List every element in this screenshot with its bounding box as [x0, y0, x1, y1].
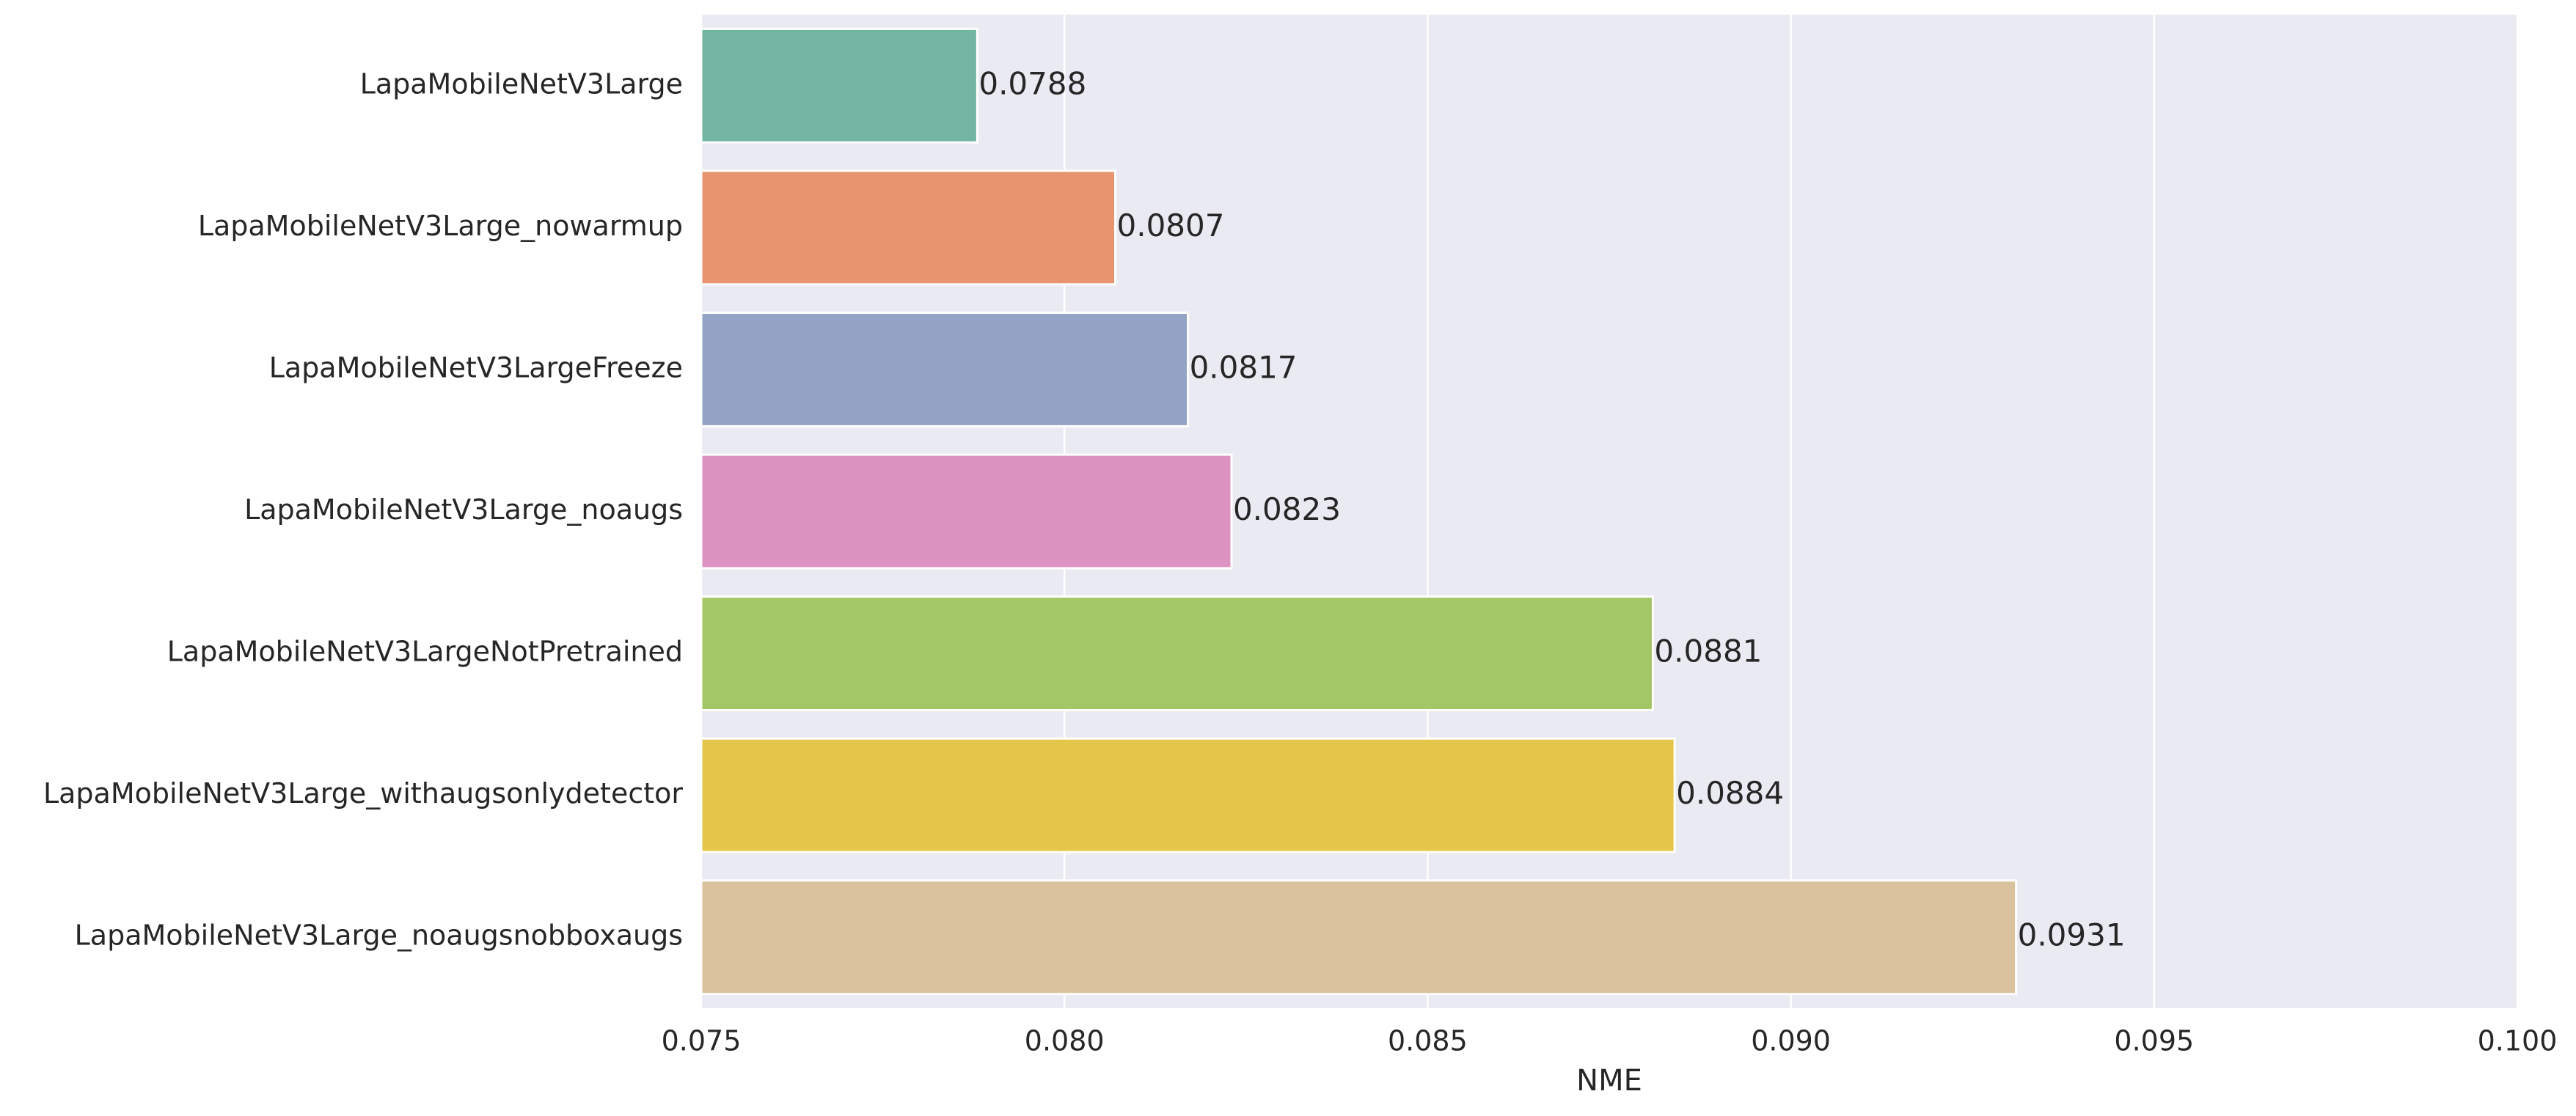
x-tick-label: 0.085	[1388, 1025, 1468, 1057]
bar	[700, 27, 978, 144]
x-tick-label: 0.095	[2114, 1025, 2194, 1057]
y-tick-label: LapaMobileNetV3Large_nowarmup	[198, 210, 683, 242]
x-tick-label: 0.100	[2478, 1025, 2558, 1057]
value-label: 0.0881	[1654, 634, 1762, 669]
value-label: 0.0788	[978, 65, 1086, 101]
bar	[700, 453, 1233, 570]
x-axis-label: NME	[1576, 1064, 1642, 1098]
y-tick-label: LapaMobileNetV3Large_withaugsonlydetecto…	[43, 777, 683, 810]
value-label: 0.0931	[2018, 917, 2126, 953]
x-tick-label: 0.080	[1025, 1025, 1105, 1057]
bar	[700, 169, 1117, 286]
value-label: 0.0807	[1117, 208, 1225, 243]
y-tick-label: LapaMobileNetV3Large_noaugsnobboxaugs	[75, 919, 683, 952]
x-tick-label: 0.075	[662, 1025, 742, 1057]
y-tick-label: LapaMobileNetV3Large_noaugs	[244, 493, 683, 526]
value-label: 0.0823	[1233, 491, 1341, 527]
y-tick-label: LapaMobileNetV3LargeNotPretrained	[167, 636, 683, 668]
bar	[700, 595, 1654, 712]
value-label: 0.0817	[1190, 349, 1298, 385]
bar	[700, 312, 1190, 427]
y-tick-label: LapaMobileNetV3Large	[360, 67, 683, 100]
bar	[700, 879, 2018, 996]
y-tick-label: LapaMobileNetV3LargeFreeze	[269, 351, 683, 383]
bar	[700, 737, 1676, 853]
value-label: 0.0884	[1676, 775, 1784, 811]
x-tick-label: 0.090	[1751, 1025, 1831, 1057]
